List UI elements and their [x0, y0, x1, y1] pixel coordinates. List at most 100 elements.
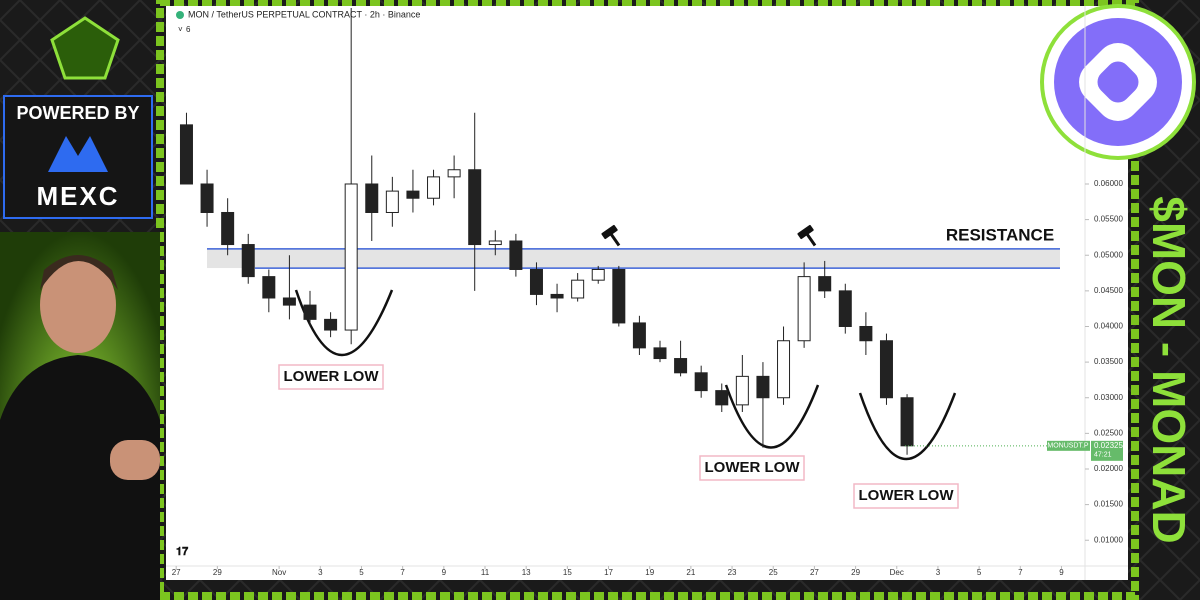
mexc-logo: [48, 136, 108, 172]
candle-body: [427, 176, 441, 199]
powered-by: POWERED BY: [16, 103, 139, 123]
chart-panel: [166, 6, 1128, 580]
x-tick-label: 5: [359, 568, 364, 577]
x-tick-label: 19: [645, 568, 654, 577]
candle-body: [303, 304, 317, 320]
candle-body: [262, 276, 276, 299]
x-tick-label: 13: [522, 568, 531, 577]
x-tick-label: 17: [604, 568, 613, 577]
presenter: [0, 255, 160, 600]
y-tick-label: 0.03500: [1094, 357, 1123, 366]
x-tick-label: 29: [851, 568, 860, 577]
price-tag: [1091, 440, 1123, 461]
y-tick-label: 0.04000: [1094, 322, 1123, 331]
x-tick-label: Dec: [890, 568, 904, 577]
candle-body: [488, 240, 502, 246]
candle-body: [406, 190, 420, 199]
annotation-box: [699, 455, 805, 481]
x-tick-label: 3: [936, 568, 941, 577]
candle-body: [777, 340, 791, 399]
y-tick-label: 0.05000: [1094, 250, 1123, 259]
x-tick-label: 21: [686, 568, 695, 577]
annotation: LOWER LOW: [859, 487, 955, 504]
chart-title: MON / TetherUS PERPETUAL CONTRACT · 2h ·…: [188, 9, 420, 19]
candle-body: [365, 183, 379, 213]
candle-body: [550, 293, 564, 299]
x-tick-label: Nov: [272, 568, 286, 577]
candle-body: [282, 297, 296, 306]
annotation: LOWER LOW: [705, 459, 801, 476]
candle-body: [612, 268, 626, 324]
x-tick-label: 3: [318, 568, 323, 577]
annotation-box: [853, 483, 959, 509]
annotation-box: [278, 364, 384, 390]
y-tick-label: 0.06000: [1094, 179, 1123, 188]
candle-body: [632, 322, 646, 349]
symbol-tag: [1047, 440, 1090, 451]
annotation: LOWER LOW: [284, 368, 380, 385]
x-tick-label: 29: [213, 568, 222, 577]
x-tick-label: 5: [977, 568, 982, 577]
price-tag-label: 0.02325: [1094, 441, 1123, 450]
y-tick-label: 0.03000: [1094, 393, 1123, 402]
candle-body: [900, 397, 914, 447]
brand-name: MEXC: [36, 181, 119, 211]
x-tick-label: 23: [728, 568, 737, 577]
annotation: RESISTANCE: [946, 225, 1054, 244]
y-tick-label: 0.01000: [1094, 535, 1123, 544]
y-tick-label: 0.01500: [1094, 500, 1123, 509]
token-banner: $MON - MONAD: [1143, 196, 1195, 544]
candle-body: [859, 325, 873, 342]
candle-body: [221, 211, 235, 246]
resistance-band: [207, 248, 1060, 269]
x-tick-label: 9: [1059, 568, 1064, 577]
tv-logo: 𝟏𝟕: [176, 546, 189, 558]
plot: 27 29 Nov 3 5 7 9 11 13 15 17 19 21 23 25 27 29 Dec 3 5 7 9 0.…: [166, 6, 1128, 580]
candle-body: [344, 183, 358, 331]
candle-body: [241, 244, 255, 278]
candle-body: [529, 268, 543, 295]
countdown-label: 47:21: [1094, 452, 1112, 459]
x-tick-label: 7: [400, 568, 405, 577]
candle-body: [756, 375, 770, 399]
y-tick-label: 0.02500: [1094, 428, 1123, 437]
x-tick-label: 7: [1018, 568, 1023, 577]
x-tick-label: 11: [481, 568, 490, 577]
logo-diamond: [50, 16, 120, 80]
candle-body: [838, 290, 852, 327]
candle-body: [591, 268, 605, 281]
candle-body: [653, 347, 667, 360]
candle-body: [879, 340, 893, 399]
x-tick-label: 9: [442, 568, 447, 577]
candle-body: [509, 240, 523, 270]
x-tick-label: 27: [172, 568, 181, 577]
x-tick-label: 27: [810, 568, 819, 577]
indicator-count: 6: [186, 25, 191, 34]
candle-body: [735, 375, 749, 406]
candle-body: [179, 124, 193, 185]
candle-body: [674, 358, 688, 374]
hammer-icon: [601, 224, 621, 247]
y-tick-label: 0.02000: [1094, 464, 1123, 473]
candle-body: [447, 169, 461, 178]
candle-body: [818, 276, 832, 292]
x-tick-label: 15: [563, 568, 572, 577]
candle-body: [468, 169, 482, 246]
candle-body: [200, 183, 214, 213]
collapse-icon: ˅: [178, 25, 183, 34]
candle-body: [571, 279, 585, 299]
hammer-icon: [797, 224, 817, 247]
candle-body: [797, 276, 811, 342]
candle-body: [324, 318, 338, 331]
candle-body: [385, 190, 399, 213]
x-tick-label: 25: [769, 568, 778, 577]
candle-body: [694, 372, 708, 392]
symbol-icon: [176, 11, 184, 19]
y-tick-label: 0.05500: [1094, 215, 1123, 224]
y-tick-label: 0.04500: [1094, 286, 1123, 295]
symbol-tag-label: MONUSDT.P: [1047, 443, 1089, 450]
token-logo-mark-hole: [1097, 61, 1139, 103]
candle-body: [715, 390, 729, 406]
